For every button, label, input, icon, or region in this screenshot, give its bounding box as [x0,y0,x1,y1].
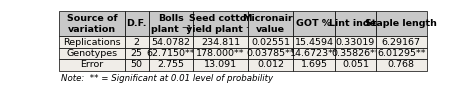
Text: Note:  ** = Significant at 0.01 level of probability: Note: ** = Significant at 0.01 level of … [61,74,273,83]
